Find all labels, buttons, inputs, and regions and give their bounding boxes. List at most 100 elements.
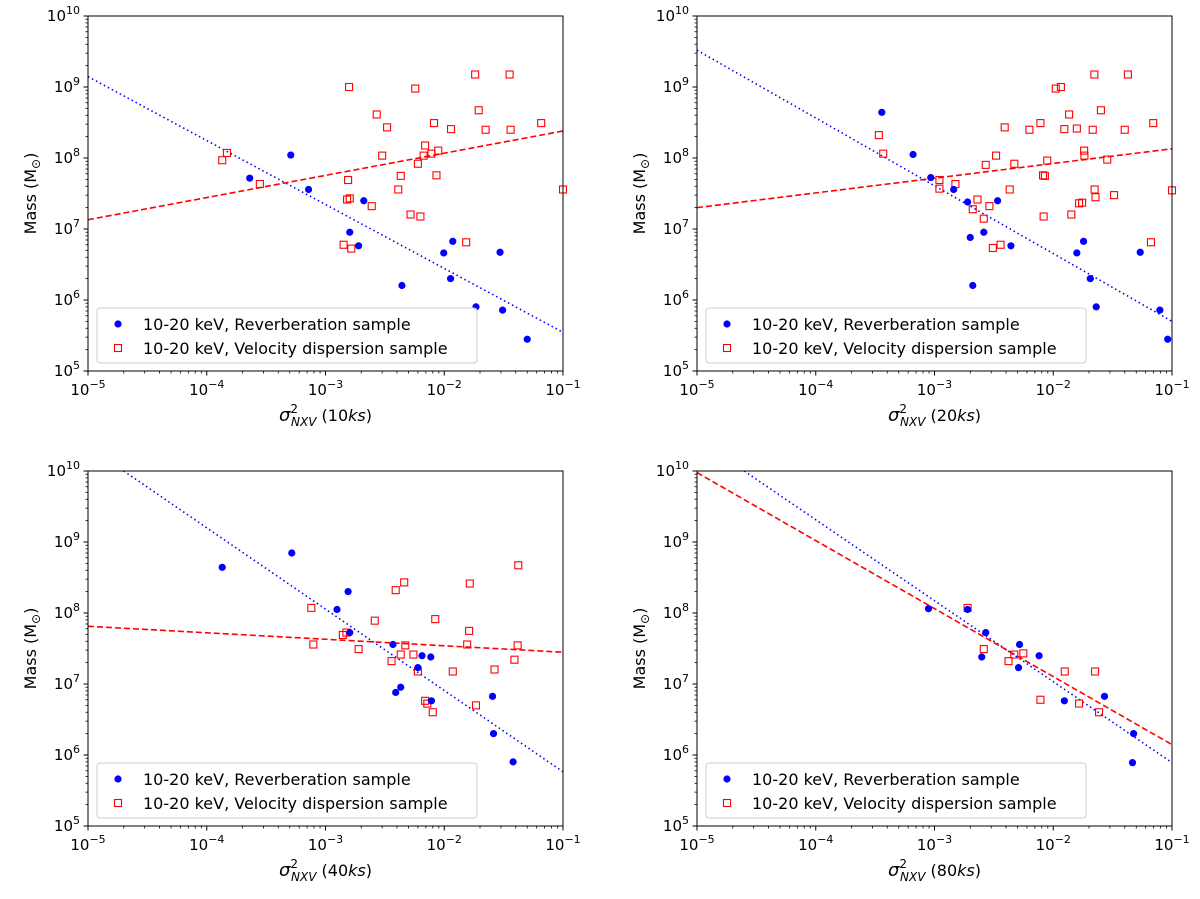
velocity-point (1123, 70, 1132, 79)
legend-velocity-marker (113, 343, 123, 353)
x-tick-label: 10−4 (798, 833, 833, 854)
reverberation-point (287, 151, 295, 159)
reverberation-point (969, 281, 977, 290)
velocity-point (1060, 125, 1069, 134)
y-axis-label: Mass (M⊙) (21, 608, 43, 690)
velocity-point (400, 578, 409, 587)
velocity-point (1078, 198, 1087, 207)
reverberation-point (523, 335, 531, 343)
velocity-point (428, 708, 437, 717)
velocity-point (401, 641, 410, 650)
velocity-point (1043, 156, 1052, 165)
velocity-point (471, 70, 480, 79)
reverberation-point (449, 237, 457, 245)
reverberation-point (1128, 759, 1137, 767)
x-tick-label: 10−3 (308, 378, 343, 399)
x-axis-label: σ2 NXV (80ks) (888, 857, 981, 884)
x-tick-label: 10−2 (427, 378, 462, 399)
reverberation-point (878, 108, 886, 116)
velocity-point (1090, 185, 1099, 194)
y-tick-label: 106 (54, 288, 80, 309)
panel-top-right: 10−5 10−4 10−3 10−2 10−1 105 106 107 108 109 1010 1… (630, 4, 1190, 429)
reverberation-fit-line (697, 49, 1172, 323)
velocity-point (409, 650, 418, 659)
reverberation-point (1060, 697, 1068, 705)
legend: 10-20 keV, Reverberation sample 10-20 keV… (96, 307, 478, 364)
velocity-point (411, 84, 420, 93)
reverberation-point (427, 653, 435, 661)
velocity-point (222, 148, 232, 157)
velocity-point (370, 616, 379, 625)
velocity-point (339, 240, 348, 249)
velocity-point (1080, 151, 1089, 160)
velocity-point (988, 243, 997, 253)
velocity-point (510, 655, 519, 664)
reverberation-point (964, 198, 972, 206)
velocity-point (513, 641, 522, 650)
legend-reverberation-label: 10-20 keV, Reverberation sample (143, 315, 411, 334)
velocity-point (463, 640, 472, 649)
velocity-fit-line (697, 471, 1172, 746)
y-tick-label: 109 (54, 530, 80, 551)
reverberation-point (427, 697, 436, 705)
reverberation-point (288, 549, 296, 557)
velocity-point (347, 244, 356, 253)
reverberation-point (1130, 730, 1138, 738)
x-tick-label: 10−4 (189, 833, 224, 854)
axes-frame (696, 470, 1173, 827)
reverberation-point (344, 588, 352, 596)
y-tick-label: 105 (54, 359, 80, 380)
velocity-point (378, 151, 387, 160)
velocity-point (979, 214, 988, 223)
x-tick-label: 10−5 (679, 378, 714, 399)
legend-box (705, 307, 1087, 364)
velocity-point (354, 645, 363, 654)
velocity-point (1004, 657, 1013, 666)
reverberation-point (964, 605, 972, 614)
velocity-point (506, 125, 515, 134)
velocity-point (344, 175, 353, 185)
velocity-point (416, 212, 425, 221)
velocity-point (421, 141, 430, 150)
reverberation-point (1136, 248, 1144, 256)
reverberation-fit-line (88, 75, 563, 334)
velocity-point (1091, 193, 1100, 202)
legend-reverberation-marker (114, 775, 122, 783)
reverberation-fit-line (123, 471, 563, 773)
fit-lines (88, 471, 563, 773)
reverberation-point (498, 306, 507, 314)
y-tick-label: 108 (663, 601, 689, 622)
velocity-point (992, 151, 1001, 160)
y-axis-label: Mass (M⊙) (630, 608, 652, 690)
velocity-point (434, 146, 443, 155)
x-tick-label: 10−5 (70, 378, 105, 399)
reverberation-point (1086, 275, 1094, 283)
y-tick-label: 106 (663, 288, 689, 309)
velocity-point (1149, 119, 1158, 128)
y-axis-label: Mass (M⊙) (21, 153, 43, 235)
legend-reverberation-label: 10-20 keV, Reverberation sample (752, 770, 1020, 789)
reverberation-point (994, 197, 1002, 205)
velocity-point (973, 195, 982, 204)
y-tick-label: 107 (54, 672, 80, 693)
reverberation-point (978, 653, 986, 661)
velocity-point (474, 106, 483, 115)
reverberation-point (488, 692, 497, 700)
velocity-point (537, 119, 546, 128)
velocity-point (1010, 159, 1019, 168)
velocity-point (462, 238, 471, 247)
reverberation-point (1092, 303, 1100, 311)
fit-lines (697, 49, 1172, 323)
reverberation-point (1035, 652, 1043, 660)
velocity-point (935, 184, 944, 193)
legend: 10-20 keV, Reverberation sample 10-20 keV… (705, 762, 1087, 819)
x-tick-label: 10−5 (679, 833, 714, 854)
reverberation-point (333, 605, 341, 614)
velocity-point (1072, 124, 1081, 133)
velocity-point (1005, 185, 1014, 194)
y-tick-label: 107 (54, 217, 80, 238)
legend-reverberation-marker (723, 775, 731, 783)
reverberation-point (246, 174, 254, 182)
velocity-point (345, 82, 354, 92)
